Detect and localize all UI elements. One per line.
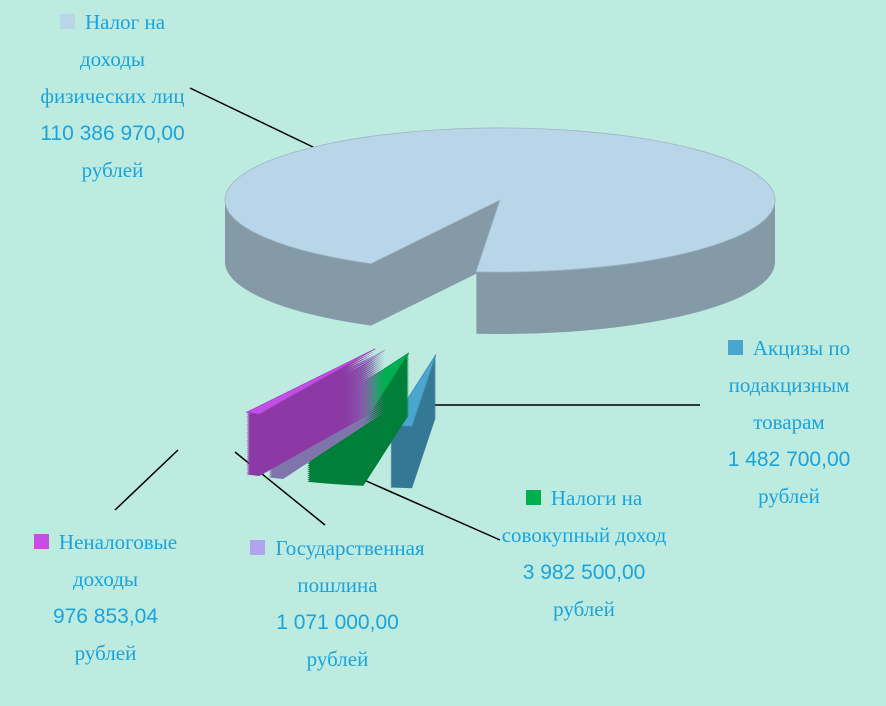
- legend-swatch: [525, 490, 541, 505]
- unit-label: рублей: [74, 641, 137, 665]
- unit-label: рублей: [758, 484, 820, 508]
- leader-line: [114, 449, 179, 511]
- slice: [224, 127, 776, 334]
- slice-label: Акцизы по подакцизным товарам 1 482 700,0…: [692, 330, 886, 515]
- legend-swatch: [727, 340, 743, 355]
- legend-swatch: [59, 14, 75, 29]
- slice-name: Неналоговые доходы: [58, 530, 178, 591]
- value-label: 1 482 700,00: [727, 448, 851, 471]
- slice-name: Государственная пошлина: [275, 536, 425, 597]
- slice: [245, 348, 376, 476]
- value-label: 1 071 000,00: [276, 611, 399, 634]
- slice-label: Налоги на совокупный доход 3 982 500,00 ру…: [495, 480, 673, 628]
- unit-label: рублей: [553, 597, 615, 621]
- unit-label: рублей: [81, 158, 144, 182]
- slice-top: [224, 127, 776, 273]
- slice-name: Акцизы по подакцизным товарам: [728, 336, 851, 434]
- slice-label: Налог на доходы физических лиц 110 386 97…: [30, 4, 195, 189]
- value-label: 976 853,04: [52, 605, 159, 628]
- slice-top: [245, 348, 376, 415]
- legend-swatch: [33, 534, 49, 549]
- slice-label: Государственная пошлина 1 071 000,00 рубле…: [240, 530, 435, 678]
- value-label: 3 982 500,00: [522, 561, 646, 584]
- leader-line: [189, 87, 316, 149]
- slice-name: Налог на доходы физических лиц: [40, 10, 185, 108]
- value-label: 110 386 970,00: [40, 122, 185, 145]
- legend-swatch: [250, 540, 266, 555]
- slice-label: Неналоговые доходы 976 853,04 рублей: [8, 524, 203, 672]
- slice-name: Налоги на совокупный доход: [501, 486, 667, 547]
- unit-label: рублей: [306, 647, 369, 671]
